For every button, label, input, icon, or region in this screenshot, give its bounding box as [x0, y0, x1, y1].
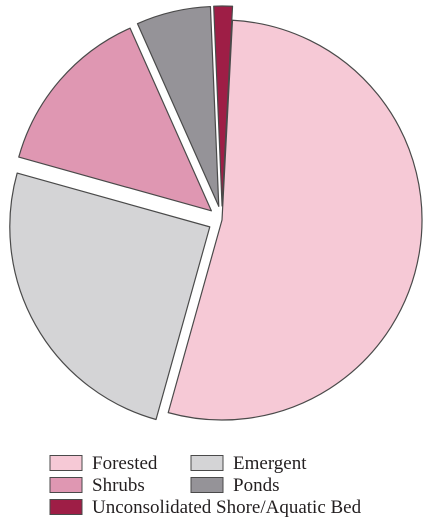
legend-label-unconsolidated-shore-aquatic-bed: Unconsolidated Shore/Aquatic Bed [92, 497, 362, 518]
legend-label-emergent: Emergent [233, 453, 307, 474]
pie-slices [9, 5, 423, 421]
legend-swatch-unconsolidated-shore-aquatic-bed [49, 499, 83, 515]
legend: Forested Emergent Shrubs PondsUnconsolidate… [49, 453, 362, 518]
pie-slice-forested [167, 19, 423, 421]
legend-swatch-shrubs [49, 477, 83, 493]
pie-slice-unconsolidated-shore-aquatic-bed [213, 5, 234, 207]
legend-label-ponds: Ponds [233, 475, 279, 496]
legend-swatch-ponds [190, 477, 224, 493]
pie-slice-ponds [136, 5, 220, 207]
pie-slice-shrubs [18, 27, 212, 212]
legend-label-forested: Forested [92, 453, 158, 474]
legend-swatch-forested [49, 455, 83, 471]
pie-slice-emergent [9, 172, 211, 421]
legend-swatch-emergent [190, 455, 224, 471]
legend-label-shrubs: Shrubs [92, 475, 145, 496]
